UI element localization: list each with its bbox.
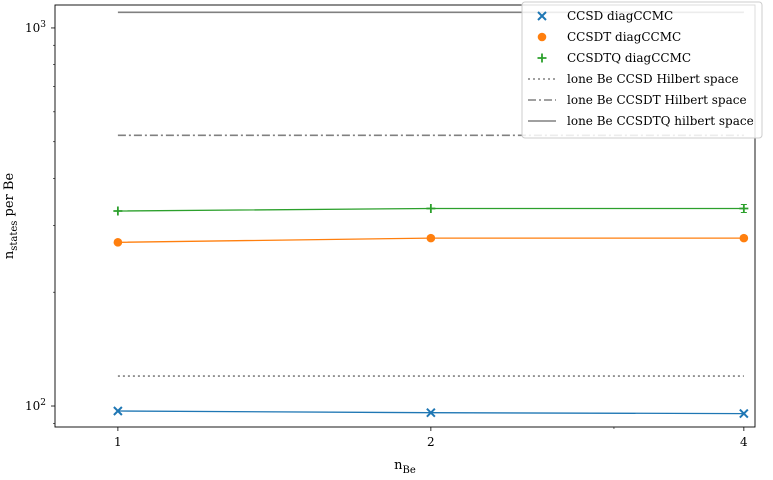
plot-frame	[54, 4, 756, 428]
legend-entry-ccsdt-diagccmc: CCSDT diagCCMC	[537, 30, 681, 44]
x-axis-label: nBe	[394, 458, 416, 476]
x-axis-label-subscript: Be	[403, 465, 416, 476]
legend-marker-ccsd-diagccmc-shape	[537, 11, 547, 21]
y-axis-label-subscript: states	[9, 221, 20, 251]
data-point-ccsdt-diagccmc-1	[426, 233, 436, 243]
legend-entry-ccsd-diagccmc: CCSD diagCCMC	[537, 9, 673, 23]
legend: CCSD diagCCMC CCSDT diagCCMC CCSDTQ diagCC…	[521, 1, 763, 139]
y-axis-label: nstates per Be	[2, 173, 20, 260]
x-axis: 1 2 4	[114, 427, 748, 449]
x-tick-label-2: 4	[740, 435, 748, 449]
series-ccsdtq-diagccmc	[113, 203, 749, 216]
series-ccsd-diagccmc	[113, 406, 749, 419]
data-point-ccsd-diagccmc-2	[739, 408, 749, 419]
legend-entry-ccsdtq-diagccmc: CCSDTQ diagCCMC	[537, 51, 691, 65]
data-point-ccsdtq-diagccmc-2-shape	[739, 203, 749, 213]
y-tick-label-1: 103	[25, 20, 46, 35]
series-ccsdt-diagccmc	[113, 233, 749, 247]
data-point-ccsd-diagccmc-0-shape	[113, 406, 123, 416]
data-point-ccsd-diagccmc-2-shape	[739, 408, 749, 419]
data-point-ccsdtq-diagccmc-2	[739, 203, 749, 213]
data-point-ccsd-diagccmc-0	[113, 406, 123, 416]
y-tick-label-0: 102	[25, 398, 46, 413]
x-tick-label-0: 1	[114, 435, 122, 449]
legend-marker-ccsdtq-diagccmc	[537, 53, 547, 63]
data-point-ccsd-diagccmc-1-shape	[426, 408, 436, 418]
data-point-ccsdt-diagccmc-2	[739, 233, 749, 243]
legend-entry-lone-be-ccsdt-hilbert-space: lone Be CCSDT Hilbert space	[528, 93, 747, 107]
data-point-ccsdtq-diagccmc-1-shape	[426, 203, 436, 213]
data-point-ccsdtq-diagccmc-0-shape	[113, 206, 123, 216]
legend-label-ccsdtq-diagccmc: CCSDTQ diagCCMC	[567, 51, 691, 65]
legend-label-ccsd-diagccmc: CCSD diagCCMC	[567, 9, 673, 23]
legend-marker-ccsdtq-diagccmc-shape	[537, 53, 547, 63]
x-tick-label-1: 2	[427, 435, 435, 449]
legend-entry-lone-be-ccsdtq-hilbert-space: lone Be CCSDTQ hilbert space	[528, 114, 754, 128]
legend-label-lone-be-ccsd-hilbert-space: lone Be CCSD Hilbert space	[567, 72, 739, 86]
data-point-ccsdtq-diagccmc-0	[113, 206, 123, 216]
legend-entry-lone-be-ccsd-hilbert-space: lone Be CCSD Hilbert space	[528, 72, 739, 86]
legend-marker-ccsd-diagccmc	[537, 11, 547, 21]
legend-marker-ccsdt-diagccmc	[537, 32, 547, 42]
data-point-ccsdtq-diagccmc-1	[426, 203, 436, 213]
y-tick-label-exponent-1: 3	[40, 20, 46, 30]
legend-label-ccsdt-diagccmc: CCSDT diagCCMC	[567, 30, 681, 44]
data-point-ccsdt-diagccmc-0	[113, 238, 123, 247]
data-point-ccsd-diagccmc-1	[426, 408, 436, 418]
legend-label-lone-be-ccsdt-hilbert-space: lone Be CCSDT Hilbert space	[567, 93, 747, 107]
legend-label-lone-be-ccsdtq-hilbert-space: lone Be CCSDTQ hilbert space	[567, 114, 754, 128]
y-tick-label-exponent-0: 2	[40, 398, 46, 408]
legend-box	[521, 1, 763, 139]
y-tick-label-base-0: 10	[25, 399, 40, 413]
y-tick-label-base-1: 10	[25, 21, 40, 35]
y-axis-label-suffix: per Be	[2, 173, 17, 221]
